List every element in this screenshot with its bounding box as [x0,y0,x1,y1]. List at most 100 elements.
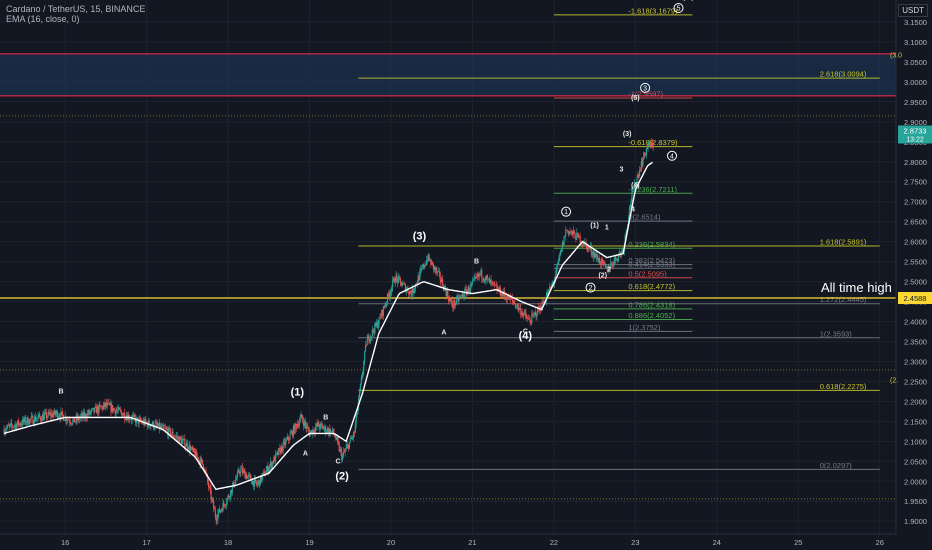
candle-body [566,230,569,231]
candle-body [386,302,388,304]
candle-body [21,424,23,425]
candle-body [525,313,527,317]
candle-body [559,254,561,258]
time-axis-tick: 24 [713,538,721,547]
candle-body [126,416,128,421]
wave-label: (1) [590,223,599,230]
candle-body [485,275,487,281]
candle-body [232,481,234,486]
candle-body [354,424,356,433]
candle-body [419,271,421,281]
candle-body [34,416,36,424]
candle-body [91,408,93,410]
candle-body [155,422,157,424]
candle-body [278,448,280,455]
candle-body [64,416,66,421]
candle-body [242,470,244,473]
candle-body [268,469,270,473]
candle-body [527,318,529,319]
candle-body [516,304,518,307]
candle-body [272,461,274,464]
candle-body [172,431,174,437]
candle-body [362,370,364,376]
candle-body [83,412,85,418]
candle-body [499,287,501,292]
candle-body [85,417,87,419]
wave-label: (2) [335,470,349,482]
candle-body [319,426,321,429]
price-axis-tick: 2.8000 [904,158,927,167]
candle-body [347,444,349,446]
symbol-title[interactable]: Cardano / TetherUS, 15, BINANCE [6,4,146,14]
candle-body [192,448,194,450]
candle-body [590,246,592,254]
candle-body [648,142,650,145]
candle-body [603,262,605,263]
candle-body [244,470,246,479]
candle-body [86,413,88,419]
candle-body [315,423,317,428]
candle-body [399,277,401,282]
candle-body [510,298,513,299]
price-axis-tick: 2.0500 [904,457,927,466]
candle-body [511,298,513,301]
candle-body [628,217,630,225]
candle-body [359,391,361,397]
candle-body [494,284,496,286]
candle-body [124,412,126,419]
candle-body [286,439,288,441]
candle-body [17,420,19,425]
price-axis-tick: 2.9000 [904,118,927,127]
candle-body [193,448,195,453]
candle-body [84,413,87,418]
candle-body [65,416,67,422]
candle-body [174,436,176,438]
candle-body [574,233,576,239]
candle-body [476,274,479,278]
time-axis-tick: 18 [224,538,232,547]
candle-body [114,409,116,414]
ema-indicator-label[interactable]: EMA (16, close, 0) [6,14,80,24]
candle-body [314,427,317,433]
candle-body [99,404,101,406]
candle-body [227,495,229,499]
candle-body [96,406,98,414]
candle-body [325,431,328,433]
chart-legend: Cardano / TetherUS, 15, BINANCE EMA (16,… [6,4,145,24]
candle-body [240,468,242,474]
candle-body [549,286,552,289]
wave-circle [585,282,596,293]
candle-body [334,434,336,438]
candle-body [368,335,370,342]
candle-body [107,403,109,404]
candle-body [297,424,300,427]
candle-body [115,410,117,414]
candle-body [546,292,548,297]
candle-body [213,500,215,509]
candle-body [256,483,258,486]
candle-body [560,250,563,252]
fib-level-label: -1.618(3.1679) [628,6,678,15]
candle-body [247,476,249,479]
candle-body [343,451,345,453]
candle-body [124,418,126,420]
candle-body [108,403,110,406]
candle-body [160,426,162,429]
candle-body [635,183,637,188]
candle-body [90,412,92,414]
candle-body [622,250,624,251]
candle-body [107,403,109,406]
wave-label: B [59,388,64,395]
candle-body [629,205,631,208]
candle-body [401,285,403,287]
candle-body [563,236,565,245]
candle-body [483,280,485,282]
candle-body [102,405,104,410]
candle-body [493,282,496,285]
currency-label[interactable]: USDT [898,4,928,17]
candle-body [492,282,494,283]
candle-body [469,290,471,292]
candle-body [583,244,585,246]
candle-body [420,268,423,270]
